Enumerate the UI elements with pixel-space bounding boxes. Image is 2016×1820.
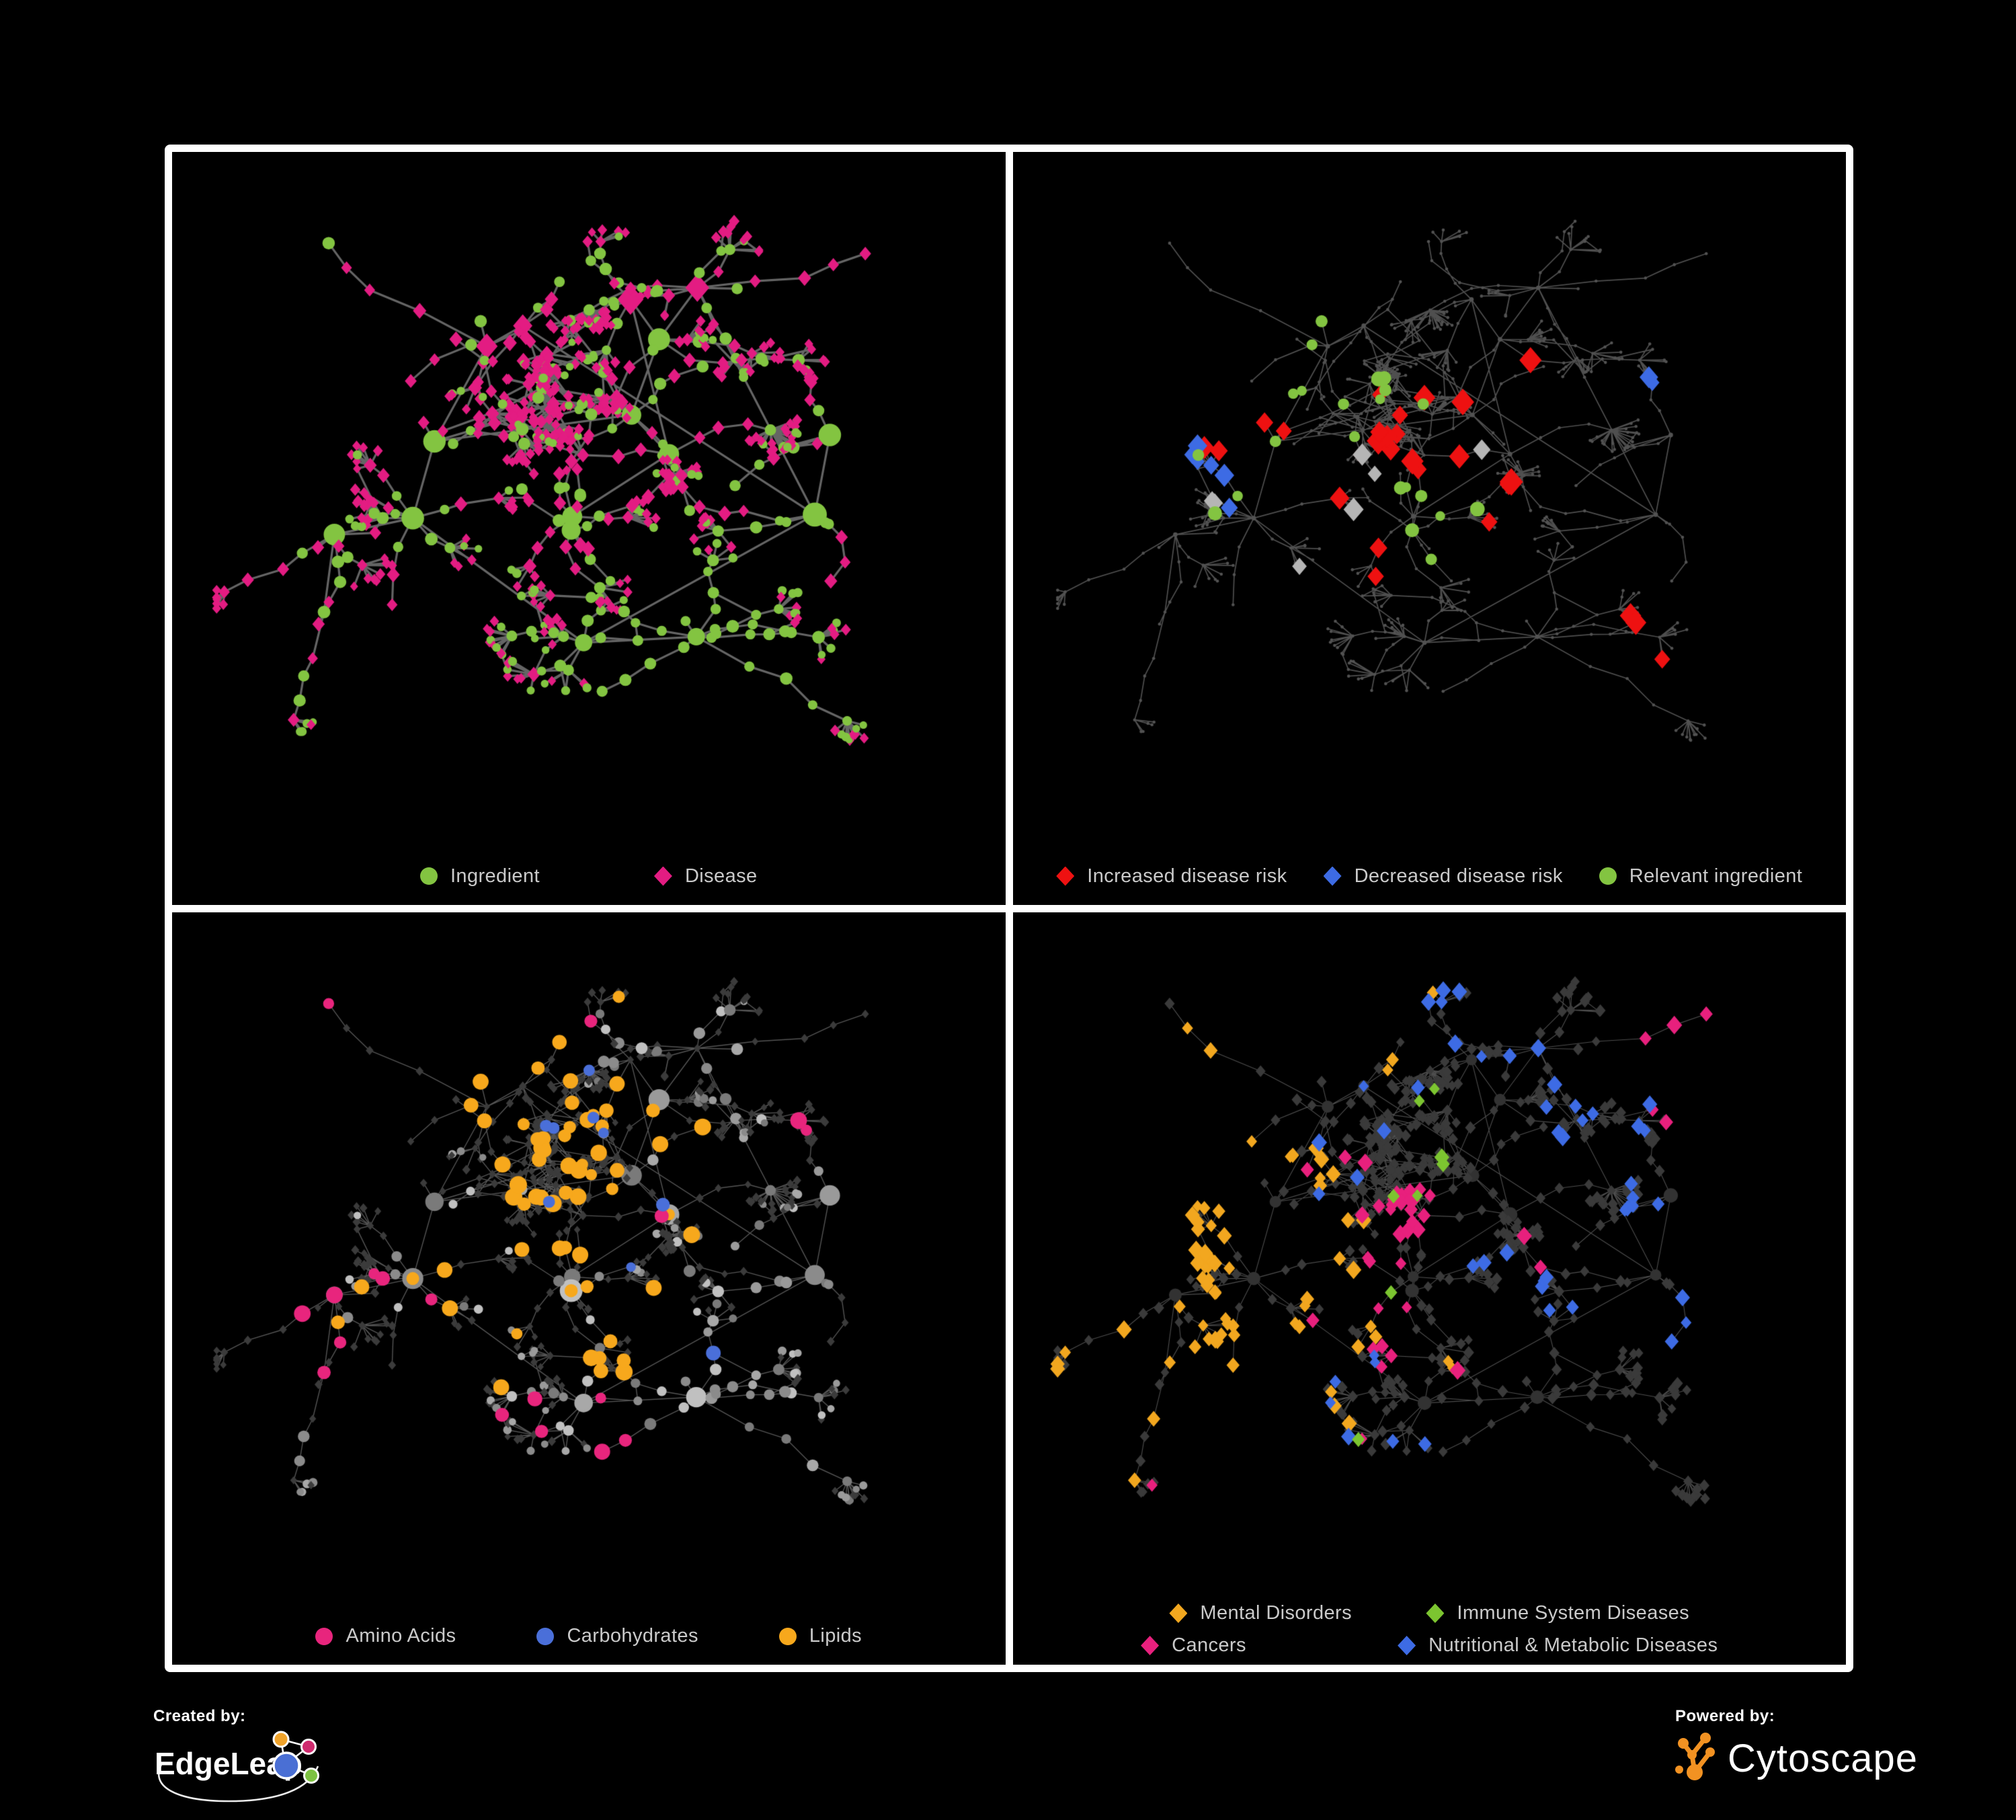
edgeleap-node-orange: [272, 1731, 290, 1748]
legend-row: Amino Acids Carbohydrates Lipids: [315, 1625, 862, 1647]
legend-label: Increased disease risk: [1087, 865, 1287, 887]
legend-label: Ingredient: [450, 865, 540, 887]
created-by-label: Created by:: [153, 1707, 246, 1725]
legend-label: Immune System Diseases: [1457, 1602, 1690, 1624]
diamond-marker-icon: [1169, 1604, 1188, 1623]
powered-by-label: Powered by:: [1675, 1707, 1775, 1725]
legend-item-nutritional-metabolic-diseases: Nutritional & Metabolic Diseases: [1398, 1634, 1718, 1657]
legend-row: Cancers Nutritional & Metabolic Diseases: [1141, 1634, 1718, 1657]
diamond-marker-icon: [1398, 1636, 1416, 1655]
network-canvas-nutrient-class: [172, 912, 1006, 1665]
panel-grid: Ingredient Disease Increased disease risk…: [165, 145, 1853, 1672]
legend-item-carbohydrates: Carbohydrates: [536, 1625, 698, 1647]
legend-disease-class: Mental Disorders Immune System Diseases Ca…: [1013, 1602, 1847, 1657]
legend-label: Decreased disease risk: [1354, 865, 1563, 887]
legend-item-increased-disease-risk: Increased disease risk: [1056, 865, 1287, 887]
footer: Created by: EdgeLeap Powered by:: [0, 1672, 2016, 1820]
legend-item-mental-disorders: Mental Disorders: [1169, 1602, 1426, 1624]
legend-item-amino-acids: Amino Acids: [315, 1625, 456, 1647]
legend-label: Amino Acids: [346, 1625, 456, 1647]
circle-marker-icon: [315, 1627, 333, 1645]
circle-marker-icon: [1599, 867, 1617, 885]
legend-item-lipids: Lipids: [778, 1625, 862, 1647]
legend-label: Lipids: [809, 1625, 862, 1647]
legend-ingredient-disease: Ingredient Disease: [172, 865, 1006, 887]
edgeleap-network-icon: [272, 1731, 319, 1784]
legend-row: Ingredient Disease: [419, 865, 758, 887]
cytoscape-lockup: Cytoscape: [1675, 1731, 1918, 1785]
network-canvas-disease-risk: [1012, 152, 1846, 905]
legend-label: Carbohydrates: [567, 1625, 698, 1647]
network-canvas-disease-class: [1012, 912, 1846, 1665]
edgeleap-logo: EdgeLeap: [155, 1731, 319, 1803]
diamond-marker-icon: [1056, 866, 1075, 886]
legend-label: Relevant ingredient: [1629, 865, 1803, 887]
panel-disease-class-network: Mental Disorders Immune System Diseases Ca…: [1012, 912, 1847, 1665]
circle-marker-icon: [778, 1627, 797, 1645]
cytoscape-wordmark: Cytoscape: [1728, 1736, 1919, 1780]
created-by-block: Created by: EdgeLeap: [153, 1707, 389, 1813]
edgeleap-swoosh: [157, 1762, 319, 1803]
circle-marker-icon: [419, 867, 438, 885]
legend-item-ingredient: Ingredient: [419, 865, 540, 887]
network-canvas-ingredient-disease: [172, 152, 1006, 905]
legend-label: Mental Disorders: [1200, 1602, 1353, 1624]
diamond-marker-icon: [653, 866, 672, 886]
diamond-marker-icon: [1426, 1604, 1445, 1623]
legend-label: Cancers: [1172, 1634, 1246, 1656]
panel-disease-risk-network: Increased disease risk Decreased disease …: [1012, 152, 1847, 905]
edgeleap-node-green: [303, 1768, 319, 1784]
diamond-marker-icon: [1323, 866, 1342, 886]
legend-row: Increased disease risk Decreased disease …: [1056, 865, 1802, 887]
diamond-marker-icon: [1141, 1636, 1160, 1655]
powered-by-block: Powered by:: [1675, 1707, 1918, 1785]
legend-disease-risk: Increased disease risk Decreased disease …: [1013, 865, 1847, 887]
legend-item-decreased-disease-risk: Decreased disease risk: [1323, 865, 1563, 887]
legend-item-disease: Disease: [653, 865, 758, 887]
legend-label: Nutritional & Metabolic Diseases: [1428, 1634, 1718, 1656]
legend-item-relevant-ingredient: Relevant ingredient: [1599, 865, 1802, 887]
circle-marker-icon: [536, 1627, 555, 1645]
cytoscape-network-icon: [1675, 1733, 1715, 1780]
panel-ingredient-disease-network: Ingredient Disease: [172, 152, 1006, 905]
legend-row: Mental Disorders Immune System Diseases: [1169, 1602, 1689, 1624]
edgeleap-node-pink: [300, 1739, 317, 1755]
legend-item-cancers: Cancers: [1141, 1634, 1398, 1657]
panel-nutrient-class-network: Amino Acids Carbohydrates Lipids: [172, 912, 1006, 1665]
legend-label: Disease: [684, 865, 758, 887]
legend-item-immune-system-diseases: Immune System Diseases: [1426, 1602, 1689, 1624]
edgeleap-node-blue: [272, 1751, 300, 1780]
legend-nutrient-class: Amino Acids Carbohydrates Lipids: [172, 1625, 1006, 1647]
